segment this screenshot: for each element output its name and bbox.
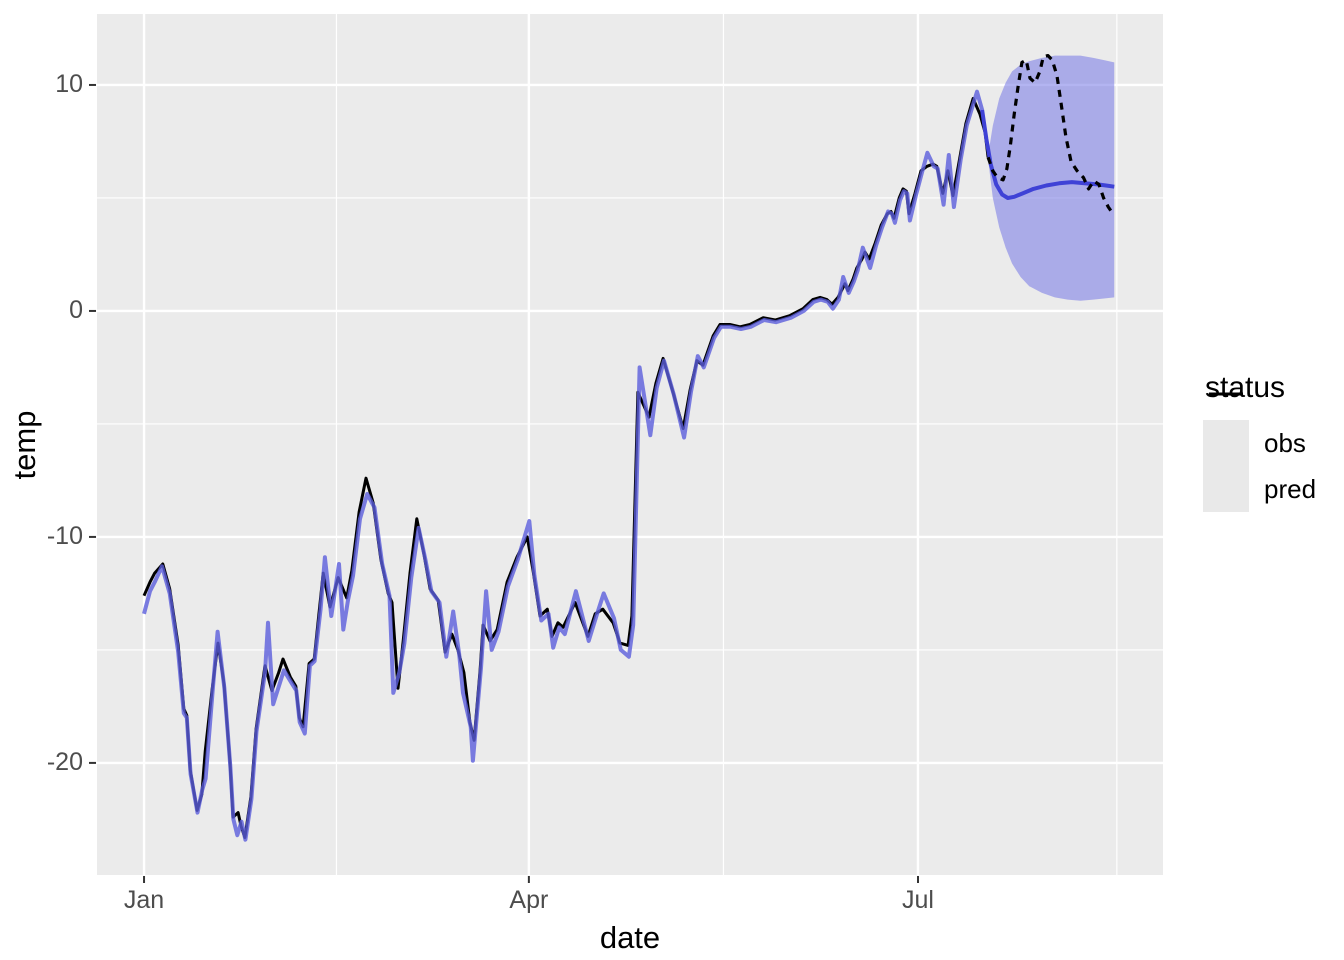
y-tick-label: 10 [55,69,83,98]
x-axis-title: date [599,920,661,955]
y-tick-label: -10 [46,521,83,550]
dashed-line-icon [1209,392,1243,396]
x-tick-label: Jul [902,886,934,914]
filter-in-sample-line [142,89,985,842]
panel-background [97,14,1163,875]
x-tick-label: Jan [123,886,165,914]
pred-line [986,54,1115,215]
legend-item-pred: pred [1203,392,1317,512]
forecast-ribbon [988,55,1115,301]
x-tick-label: Apr [509,886,549,914]
legend-key-pred [1203,392,1249,512]
y-tick-label: 0 [69,295,83,324]
y-axis-title: temp [7,410,42,480]
legend-item-obs: obs [1203,392,1316,466]
legend-title: status [1205,371,1286,404]
legend: status obs pred [1203,371,1316,512]
y-tick-label: -20 [46,747,83,776]
legend-label-obs: obs [1264,427,1306,458]
legend-label-pred: pred [1264,473,1317,504]
legend-key-obs [1203,392,1249,466]
